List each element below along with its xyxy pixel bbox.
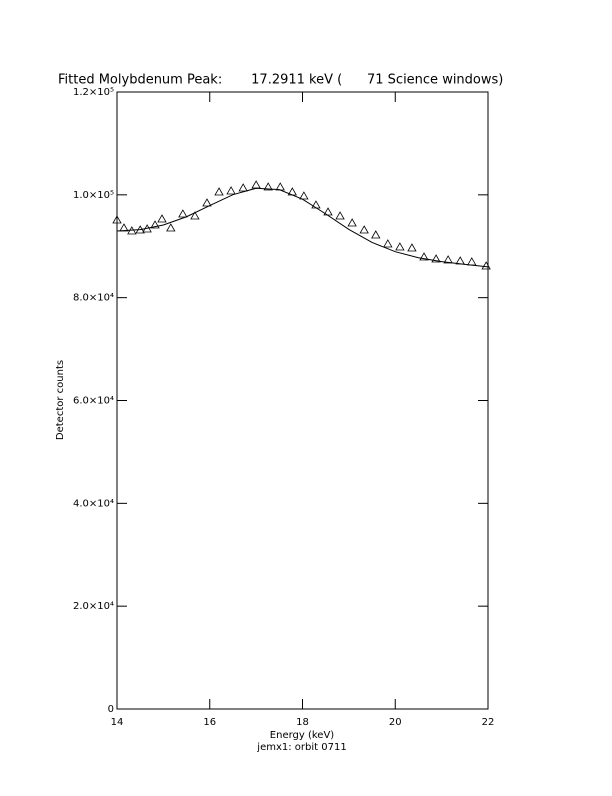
data-point	[214, 187, 224, 196]
subtitle: jemx1: orbit 0711	[256, 742, 346, 753]
data-point	[287, 187, 297, 196]
data-point	[395, 242, 405, 251]
data-point	[119, 223, 129, 232]
data-point	[383, 239, 393, 248]
data-point	[467, 257, 477, 266]
y-tick-label: 1.0×10⁵	[73, 190, 114, 201]
data-point	[142, 224, 152, 233]
data-point	[347, 218, 357, 227]
data-point	[226, 186, 236, 195]
data-point	[335, 211, 345, 220]
data-point	[157, 214, 167, 223]
y-tick-label: 6.0×10⁴	[73, 396, 114, 407]
data-point	[311, 200, 321, 209]
x-tick-label: 20	[389, 717, 402, 728]
data-point	[481, 261, 491, 270]
data-point	[112, 215, 122, 224]
data-point	[407, 243, 417, 252]
chart-title: Fitted Molybdenum Peak: 17.2911 keV ( 71…	[58, 73, 503, 88]
x-axis-label: Energy (keV)	[270, 730, 335, 741]
y-tick-label: 8.0×10⁴	[73, 293, 114, 304]
data-point	[238, 183, 248, 192]
data-point	[202, 198, 212, 207]
data-point	[178, 209, 188, 218]
data-point	[263, 182, 273, 191]
y-tick-label: 1.2×10⁵	[73, 87, 114, 98]
x-tick-label: 16	[203, 717, 216, 728]
data-point	[150, 220, 160, 229]
y-axis-label: Detector counts	[55, 360, 66, 440]
data-point	[455, 256, 465, 265]
data-point	[190, 211, 200, 220]
x-tick-label: 22	[482, 717, 495, 728]
data-point	[275, 182, 285, 191]
data-point	[135, 225, 145, 234]
data-point	[359, 225, 369, 234]
data-point	[431, 254, 441, 263]
y-tick-label: 0	[108, 704, 114, 715]
x-tick-label: 14	[111, 717, 124, 728]
data-point	[323, 207, 333, 216]
y-tick-label: 4.0×10⁴	[73, 498, 114, 509]
data-point	[251, 180, 261, 189]
y-tick-label: 2.0×10⁴	[73, 601, 114, 612]
data-point	[299, 191, 309, 200]
data-point	[166, 223, 176, 232]
data-point	[127, 226, 137, 235]
data-point	[419, 252, 429, 261]
x-tick-label: 18	[296, 717, 309, 728]
data-point	[443, 255, 453, 264]
data-point	[371, 230, 381, 239]
